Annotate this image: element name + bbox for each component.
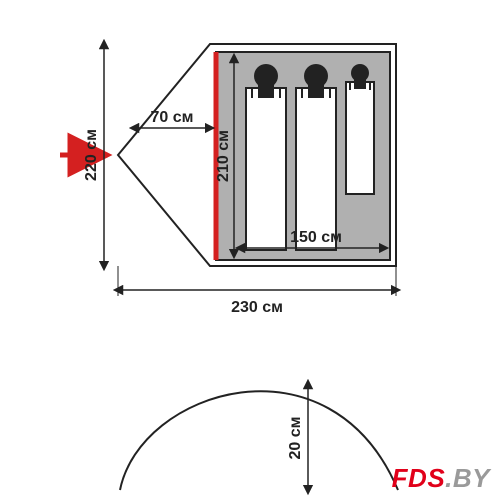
dim-inner-width-label: 150 см [290,229,342,246]
dim-vestibule-label: 70 см [151,109,194,126]
person-1 [246,64,286,250]
tent-topview: 220 см 70 см 210 см 150 см 230 см [0,0,500,340]
side-profile [120,391,398,490]
watermark: FDS.BY [392,463,490,494]
watermark-main: FDS [392,463,446,493]
person-2 [296,64,336,250]
dim-outer-width-label: 230 см [231,299,283,316]
dim-outer-height-label: 220 см [83,129,100,181]
diagram-stage: 220 см 70 см 210 см 150 см 230 см 20 см … [0,0,500,500]
dim-inner-height-label: 210 см [215,130,232,182]
person-3 [346,64,374,194]
dim-side-height-label: 20 см [287,417,304,460]
watermark-suffix: .BY [445,463,490,493]
